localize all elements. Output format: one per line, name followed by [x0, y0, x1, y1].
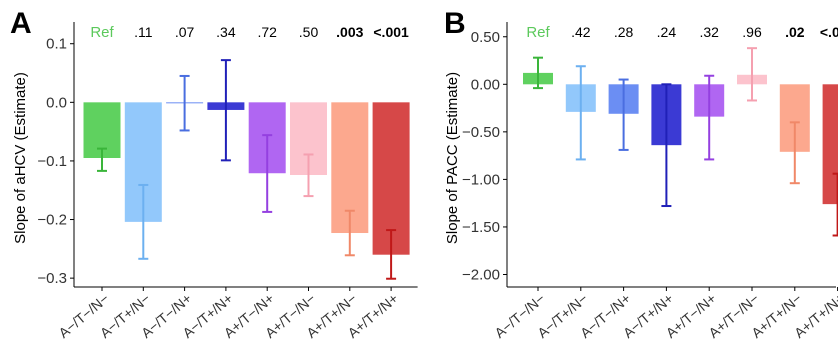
p-value-label: .96 — [742, 24, 762, 40]
y-tick-label: −0.50 — [462, 124, 500, 141]
y-axis-label: Slope of aHCV (Estimate) — [12, 72, 29, 244]
chart-panel-a: A Slope of aHCV (Estimate) 0.1 0.0 −0.1 −0.2 −… — [10, 7, 418, 341]
p-value-label: Ref — [90, 24, 114, 41]
chart-panel-b: B Slope of PACC (Estimate) 0.50 0.00 −0.50 −1… — [444, 7, 838, 341]
y-tick-label: −1.50 — [462, 219, 500, 236]
y-tick-label: −0.3 — [37, 270, 67, 287]
y-tick-label: 0.00 — [471, 76, 500, 93]
p-value-label: .32 — [699, 24, 719, 40]
panel-letter: A — [10, 7, 32, 40]
p-value-label: Ref — [526, 24, 550, 41]
p-value-label: .07 — [175, 24, 195, 40]
y-tick-label: −0.2 — [37, 212, 67, 229]
p-value-label: .28 — [614, 24, 634, 40]
y-tick-label: 0.50 — [471, 29, 500, 46]
p-value-label: .24 — [657, 24, 677, 40]
y-tick-label: 0.0 — [46, 94, 67, 111]
y-axis-label: Slope of PACC (Estimate) — [444, 72, 461, 244]
y-tick-label: 0.1 — [46, 36, 67, 53]
p-value-label: .02 — [785, 24, 805, 40]
p-value-label: <.001 — [373, 24, 409, 40]
p-value-label: .72 — [257, 24, 277, 40]
panel-letter: B — [444, 7, 466, 40]
y-tick-label: −1.00 — [462, 171, 500, 188]
y-tick-label: −2.00 — [462, 266, 500, 283]
p-value-label: .42 — [571, 24, 591, 40]
p-value-label: <.001 — [820, 24, 838, 40]
p-value-label: .003 — [336, 24, 363, 40]
bar — [822, 84, 838, 205]
p-value-label: .34 — [216, 24, 236, 40]
y-tick-label: −0.1 — [37, 153, 67, 170]
p-value-label: .50 — [299, 24, 319, 40]
p-value-label: .11 — [134, 24, 153, 40]
